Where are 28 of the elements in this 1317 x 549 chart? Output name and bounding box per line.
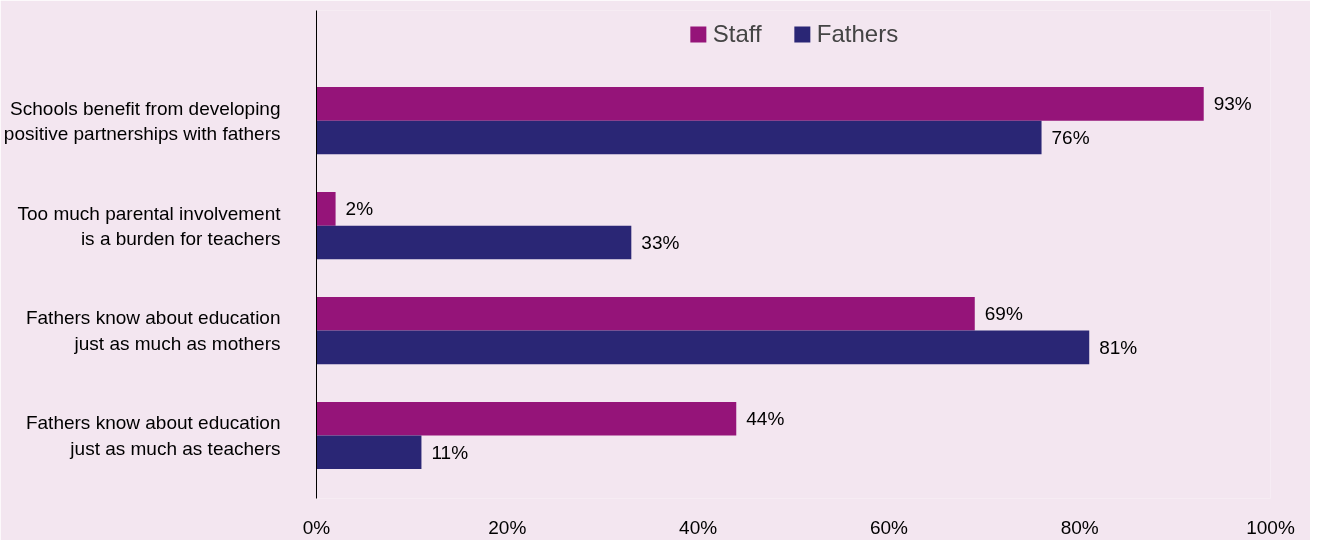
bar bbox=[316, 120, 1042, 155]
bar bbox=[316, 225, 632, 260]
x-tick-label: 0% bbox=[302, 516, 331, 538]
bar bbox=[316, 401, 737, 436]
data-label: 81% bbox=[1099, 336, 1138, 358]
data-label: 93% bbox=[1213, 93, 1252, 115]
data-label: 76% bbox=[1051, 126, 1090, 148]
y-tick-label: Fathers know about education just as much as teachers bbox=[25, 412, 281, 459]
bar bbox=[316, 435, 422, 470]
y-tick-label: Schools benefit from developing positive partnerships with fathers bbox=[3, 97, 281, 144]
data-label: 44% bbox=[746, 408, 785, 430]
x-tick-label: 80% bbox=[1060, 516, 1099, 538]
data-label: 69% bbox=[984, 303, 1023, 325]
bar bbox=[316, 192, 336, 226]
x-tick-label: 60% bbox=[869, 516, 909, 538]
y-tick-label: Too much parental involvement is a burden for teachers bbox=[17, 202, 282, 249]
data-label: 2% bbox=[345, 198, 374, 220]
x-tick-label: 100% bbox=[1246, 516, 1295, 538]
data-label: 33% bbox=[641, 231, 680, 253]
x-tick-label: 40% bbox=[679, 516, 718, 538]
bar bbox=[316, 87, 1204, 121]
bar bbox=[316, 297, 975, 331]
y-tick-label: Fathers know about education just as much as mothers bbox=[25, 307, 281, 354]
data-label: 11% bbox=[431, 441, 469, 463]
legend-label: Staff bbox=[712, 20, 762, 48]
x-tick-label: 20% bbox=[488, 516, 527, 538]
bar bbox=[316, 330, 1090, 365]
legend-label: Fathers bbox=[816, 20, 899, 48]
